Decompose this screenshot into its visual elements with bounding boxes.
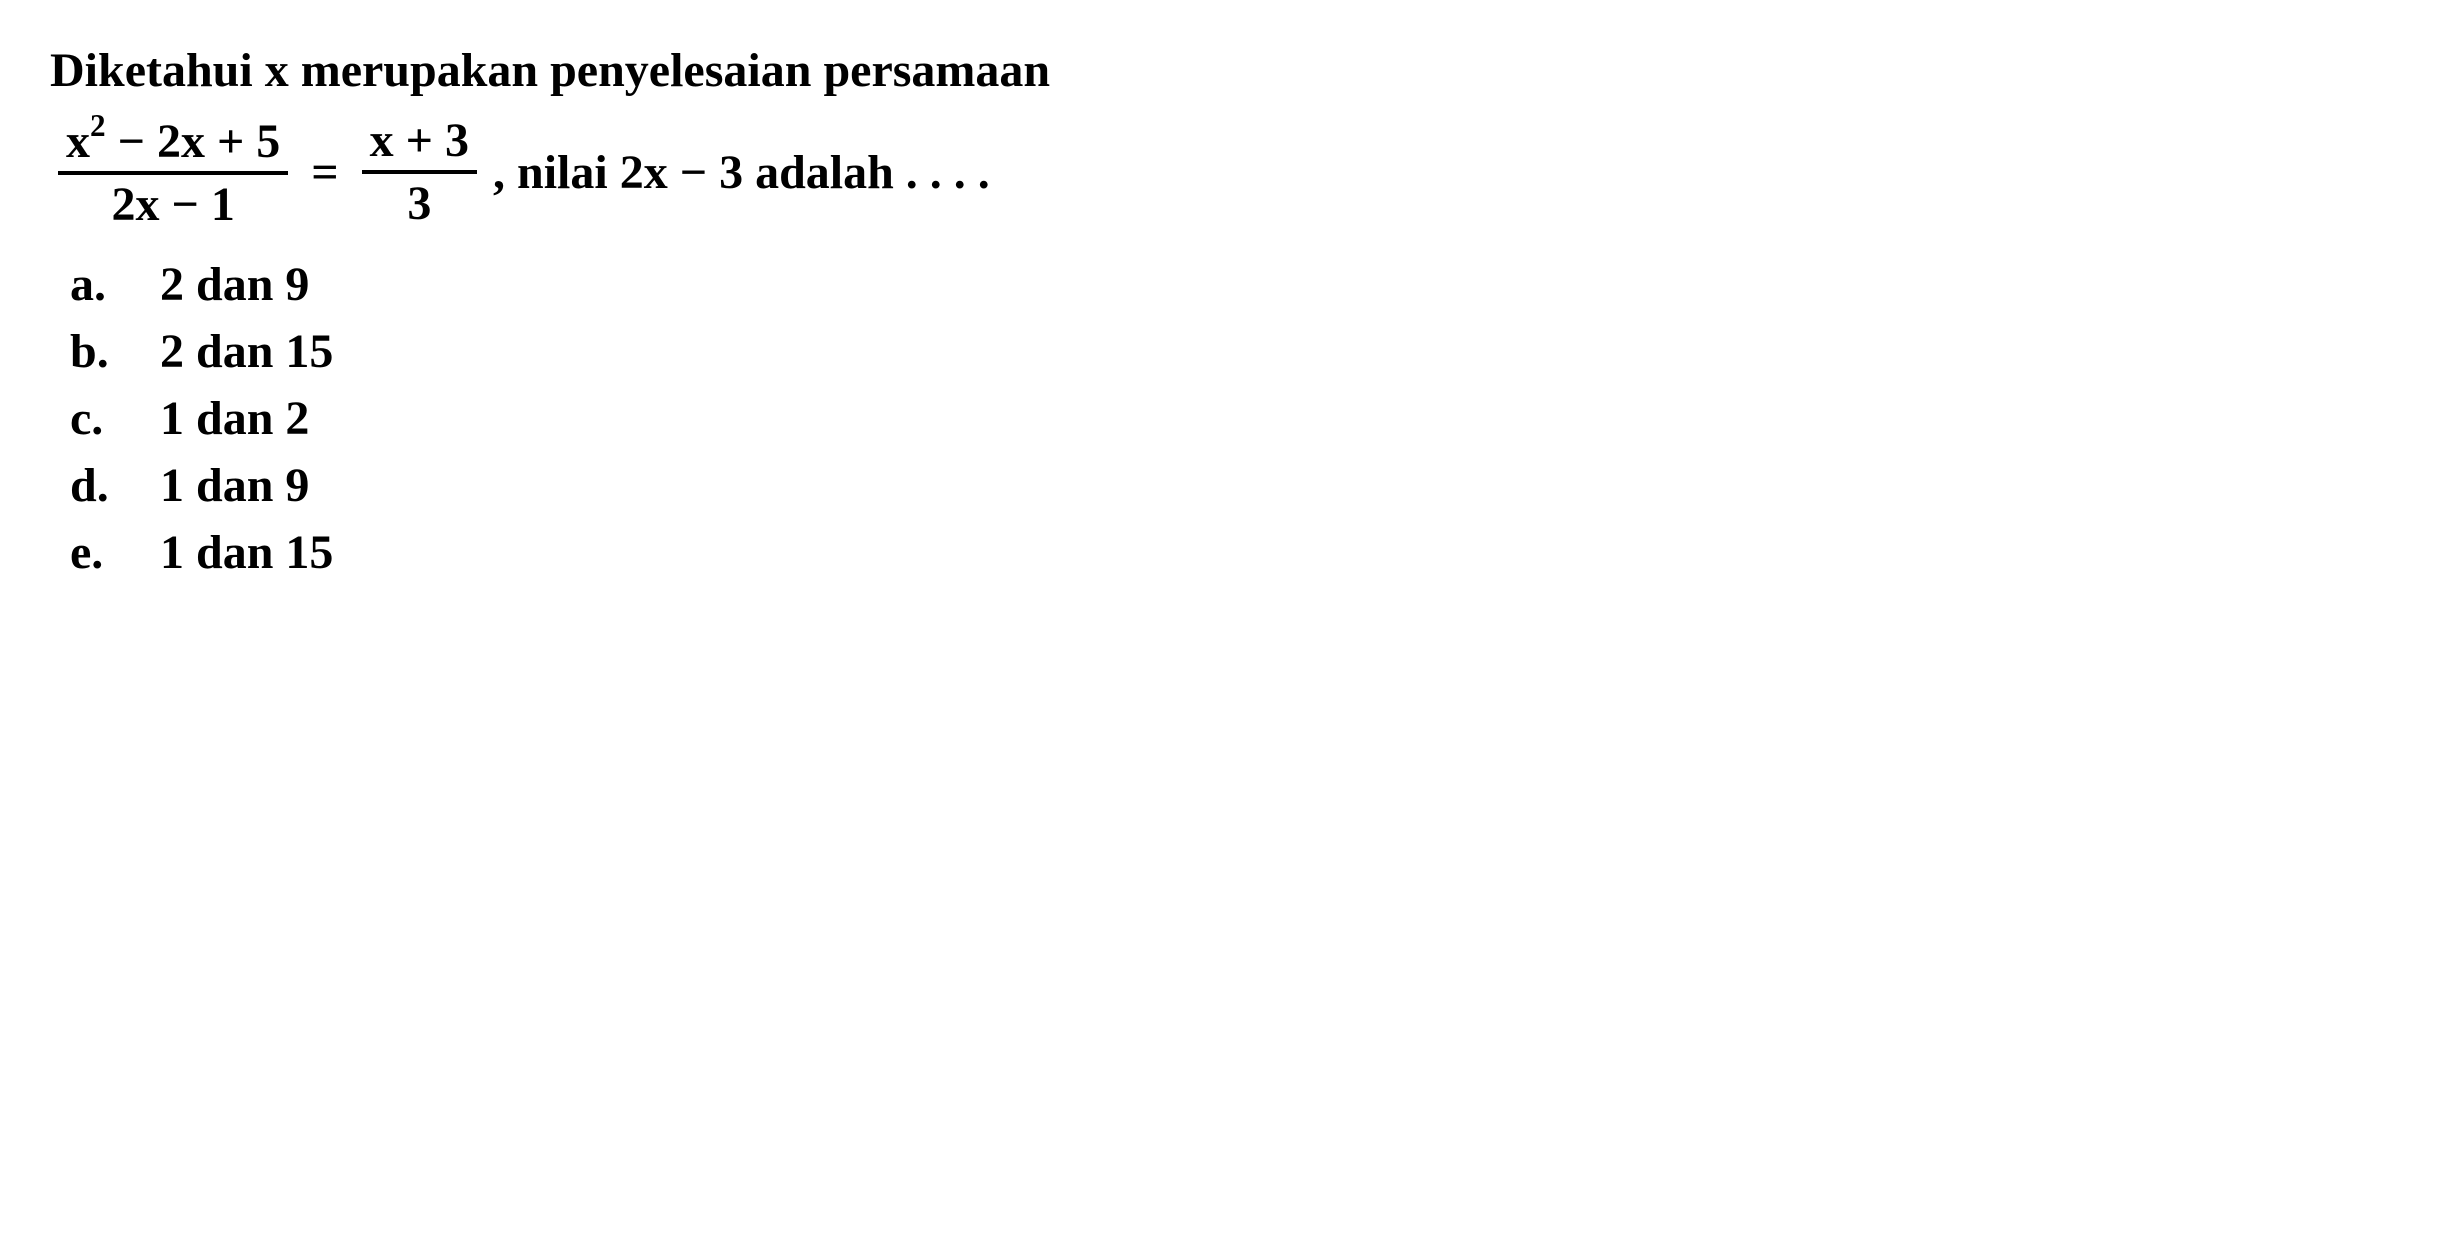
- fraction-right-numerator: x + 3: [362, 113, 477, 174]
- fraction-left-numerator: x2 − 2x + 5: [58, 112, 288, 175]
- option-text: 1 dan 9: [160, 458, 2407, 513]
- option-e: e. 1 dan 15: [70, 525, 2407, 580]
- option-letter: b.: [70, 324, 160, 379]
- equation-row: x2 − 2x + 5 2x − 1 = x + 3 3 , nilai 2x …: [50, 112, 2407, 232]
- option-text: 1 dan 15: [160, 525, 2407, 580]
- numerator-exponent: 2: [90, 108, 106, 143]
- option-b: b. 2 dan 15: [70, 324, 2407, 379]
- option-text: 2 dan 9: [160, 257, 2407, 312]
- option-letter: c.: [70, 391, 160, 446]
- option-letter: a.: [70, 257, 160, 312]
- equals-sign: =: [311, 145, 338, 200]
- option-text: 2 dan 15: [160, 324, 2407, 379]
- fraction-left-denominator: 2x − 1: [103, 175, 242, 232]
- fraction-right: x + 3 3: [362, 113, 477, 231]
- fraction-right-denominator: 3: [399, 174, 439, 231]
- option-a: a. 2 dan 9: [70, 257, 2407, 312]
- options-list: a. 2 dan 9 b. 2 dan 15 c. 1 dan 2 d. 1 d…: [50, 257, 2407, 580]
- option-letter: d.: [70, 458, 160, 513]
- equation-trailing-text: , nilai 2x − 3 adalah . . . .: [493, 145, 990, 200]
- option-d: d. 1 dan 9: [70, 458, 2407, 513]
- option-c: c. 1 dan 2: [70, 391, 2407, 446]
- numerator-variable: x: [66, 115, 90, 168]
- option-text: 1 dan 2: [160, 391, 2407, 446]
- numerator-suffix: − 2x + 5: [106, 115, 281, 168]
- fraction-left: x2 − 2x + 5 2x − 1: [58, 112, 288, 232]
- question-intro: Diketahui x merupakan penyelesaian persa…: [50, 40, 2407, 102]
- option-letter: e.: [70, 525, 160, 580]
